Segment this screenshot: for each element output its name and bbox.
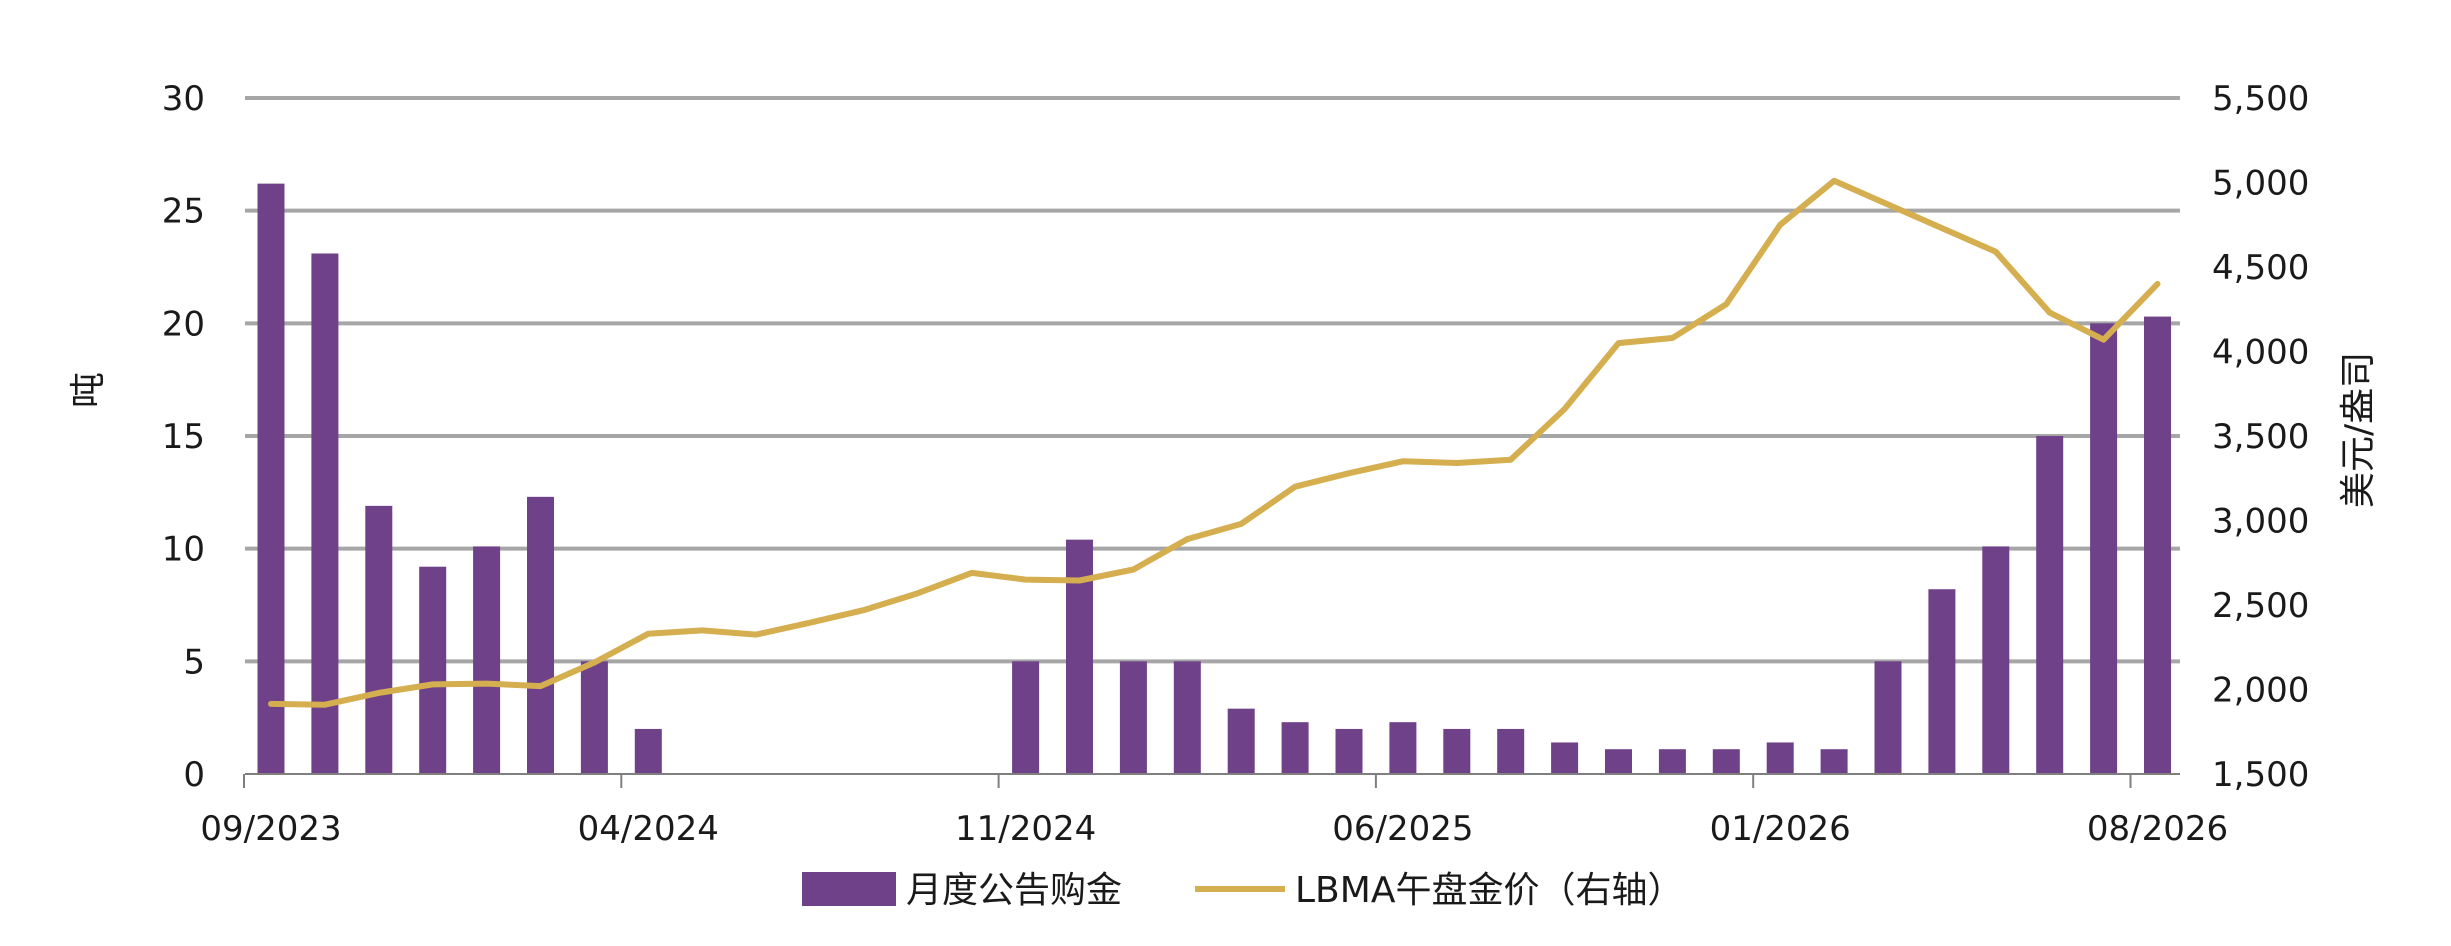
x-tick-label: 09/2023: [200, 809, 341, 849]
right-tick-label: 2,000: [2212, 671, 2309, 711]
bar: [1874, 661, 1902, 774]
x-axis-ticks: [243, 774, 2132, 788]
legend: 月度公告购金 LBMA午盘金价（右轴）: [802, 870, 1683, 911]
right-tick-label: 3,500: [2212, 417, 2309, 457]
x-tick-label: 01/2026: [1710, 809, 1851, 849]
bar: [1658, 749, 1686, 774]
x-tick-label: 08/2026: [2087, 809, 2228, 849]
x-tick-label: 06/2025: [1332, 809, 1473, 849]
bar-series: [257, 183, 2171, 775]
bar: [257, 183, 285, 775]
gridlines: [245, 96, 2180, 664]
bar: [1066, 539, 1093, 774]
right-tick-label: 2,500: [2212, 586, 2309, 626]
bar: [1766, 742, 1794, 774]
legend-line-label: LBMA午盘金价（右轴）: [1295, 870, 1683, 911]
bar: [365, 505, 393, 774]
bar: [1227, 708, 1255, 774]
bar: [1982, 546, 2010, 774]
right-tick-label: 4,500: [2212, 248, 2309, 288]
bar: [1119, 661, 1147, 774]
bar: [1551, 742, 1579, 774]
x-tick-label: 04/2024: [578, 809, 719, 849]
bar: [2036, 436, 2064, 774]
bar: [1389, 722, 1417, 774]
left-tick-label: 0: [183, 755, 205, 795]
bar: [1820, 749, 1848, 774]
bar: [1712, 749, 1740, 774]
right-tick-label: 5,000: [2212, 164, 2309, 204]
left-tick-label: 15: [162, 417, 205, 457]
legend-bar-label: 月度公告购金: [906, 870, 1122, 911]
right-tick-label: 5,500: [2212, 79, 2309, 119]
gold-price-line: [268, 177, 2161, 708]
right-tick-label: 3,000: [2212, 502, 2309, 542]
bar: [634, 728, 662, 774]
bar: [1281, 722, 1309, 774]
right-tick-label: 1,500: [2212, 755, 2309, 795]
left-tick-label: 25: [162, 192, 205, 232]
bar: [1443, 728, 1471, 774]
bar: [527, 496, 554, 774]
right-axis-ticks: 1,500 2,000 2,500 3,000 3,500 4,000 4,500 5,000…: [2212, 79, 2309, 795]
bar: [580, 661, 608, 774]
left-tick-label: 5: [183, 642, 205, 682]
left-tick-label: 10: [162, 530, 205, 570]
x-tick-label: 11/2024: [955, 809, 1096, 849]
bar: [311, 253, 339, 775]
bar: [419, 566, 447, 774]
left-tick-label: 20: [162, 304, 205, 344]
left-axis-title: 吨: [68, 372, 109, 408]
bar: [1928, 589, 1956, 774]
left-axis-ticks: 0 5 10 15 20 25 30: [162, 79, 205, 795]
bar: [1335, 728, 1363, 774]
right-tick-label: 4,000: [2212, 333, 2309, 373]
bar: [1605, 749, 1632, 774]
bar: [2090, 323, 2118, 774]
bar: [1012, 661, 1040, 774]
bar: [1497, 728, 1525, 774]
bar: [2144, 316, 2171, 774]
x-axis-labels: 09/2023 04/2024 11/2024 06/2025 01/2026 08/20…: [200, 809, 2228, 849]
right-axis-title: 美元/盎司: [2338, 352, 2379, 508]
bar: [473, 546, 501, 774]
bar: [1173, 661, 1201, 774]
legend-bar-swatch: [802, 872, 896, 906]
left-tick-label: 30: [162, 79, 205, 119]
